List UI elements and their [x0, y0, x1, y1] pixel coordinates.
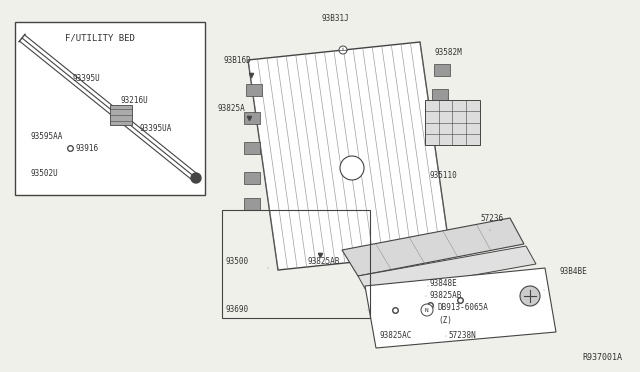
Text: F/UTILITY BED: F/UTILITY BED	[65, 33, 135, 42]
Text: 93395U: 93395U	[72, 74, 100, 83]
Text: 93825A: 93825A	[218, 103, 246, 112]
Bar	[222, 210, 370, 318]
Text: (Z): (Z)	[438, 315, 452, 324]
Text: DB913-6065A: DB913-6065A	[438, 304, 489, 312]
Text: 93395UA: 93395UA	[140, 124, 172, 132]
Text: 93595AA: 93595AA	[30, 131, 62, 141]
Bar	[425, 100, 480, 145]
Bar	[434, 64, 450, 76]
Text: 93502U: 93502U	[30, 169, 58, 177]
Text: 93582M: 93582M	[435, 48, 463, 57]
Circle shape	[340, 156, 364, 180]
Text: 93B16D: 93B16D	[224, 55, 252, 64]
Polygon shape	[365, 268, 556, 348]
Bar	[110, 105, 132, 125]
Bar	[244, 142, 260, 154]
Text: R937001A: R937001A	[582, 353, 622, 362]
Bar	[244, 172, 260, 184]
Text: 93B4BE: 93B4BE	[560, 267, 588, 276]
Text: 935110: 935110	[430, 170, 458, 180]
Text: 93B31J: 93B31J	[321, 13, 349, 22]
Text: 93216U: 93216U	[120, 96, 148, 105]
Text: 93825AC: 93825AC	[380, 331, 412, 340]
Text: 93690: 93690	[225, 305, 248, 314]
Bar	[244, 198, 260, 210]
Circle shape	[339, 46, 347, 54]
Text: 93825AB: 93825AB	[308, 257, 340, 266]
Text: 57236: 57236	[480, 214, 503, 222]
Text: 93916: 93916	[75, 144, 98, 153]
Circle shape	[191, 173, 201, 183]
Text: 93500: 93500	[225, 257, 248, 266]
Polygon shape	[342, 218, 524, 276]
Text: 93825AB: 93825AB	[430, 292, 462, 301]
Circle shape	[421, 304, 433, 316]
Bar	[432, 89, 448, 101]
Text: 57238N: 57238N	[448, 331, 476, 340]
Polygon shape	[248, 42, 450, 270]
Bar	[15, 22, 205, 195]
Bar	[246, 84, 262, 96]
Polygon shape	[358, 246, 536, 294]
Text: 93848E: 93848E	[430, 279, 458, 289]
Bar	[244, 112, 260, 124]
Text: N: N	[425, 308, 429, 312]
Circle shape	[520, 286, 540, 306]
